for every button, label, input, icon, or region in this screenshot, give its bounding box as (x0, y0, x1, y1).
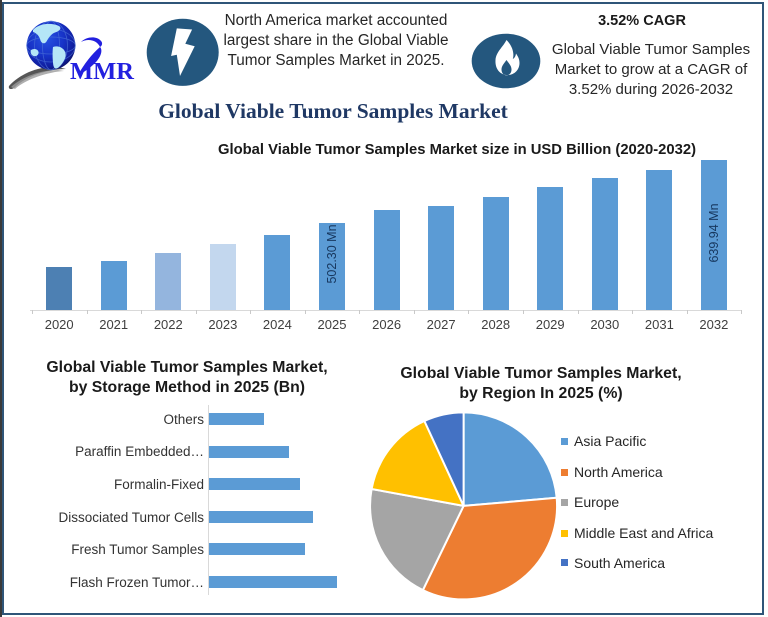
svg-text:MMR: MMR (70, 58, 134, 85)
